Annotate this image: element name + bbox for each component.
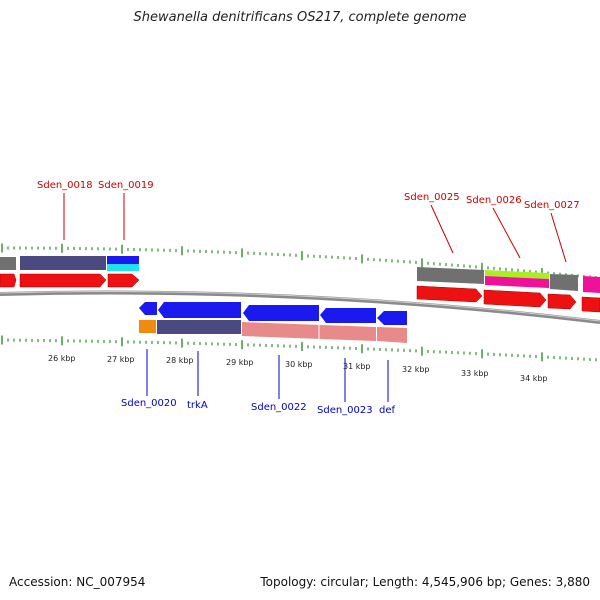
scale-label: 28 kbp <box>166 356 194 365</box>
accession-text: Accession: NC_007954 <box>9 575 146 589</box>
gene-arrow-blue <box>243 305 319 321</box>
genome-backbone-highlight <box>0 291 600 322</box>
gene-label-sden-0020[interactable]: Sden_0020 <box>121 398 177 409</box>
gene-label-leader <box>430 204 454 254</box>
feature-band-grey <box>417 267 484 284</box>
gene-label-sden-0027[interactable]: Sden_0027 <box>524 200 580 211</box>
gene-label-sden-0019[interactable]: Sden_0019 <box>98 180 154 191</box>
genome-backbone <box>0 290 600 324</box>
gene-arrow-red <box>416 285 483 303</box>
feature-band-pink <box>377 327 407 343</box>
gene-arrow-red <box>19 273 107 288</box>
gene-label-sden-0018[interactable]: Sden_0018 <box>37 180 93 191</box>
gene-arrow-blue <box>377 311 407 325</box>
gene-label-trka[interactable]: trkA <box>187 400 208 411</box>
gene-arrow-red <box>581 296 600 313</box>
topology-text: Topology: circular; Length: 4,545,906 bp… <box>260 575 590 589</box>
feature-band-blue-top <box>107 256 139 264</box>
feature-band-grey <box>550 274 578 291</box>
scale-label: 27 kbp <box>107 355 135 364</box>
gene-label-leader <box>550 212 567 263</box>
gene-arrow-red <box>547 293 577 310</box>
gene-label-sden-0025[interactable]: Sden_0025 <box>404 192 460 203</box>
feature-band-purple <box>20 256 106 270</box>
gene-arrow-red <box>483 289 547 308</box>
scale-label: 26 kbp <box>48 354 76 363</box>
feature-band-purple <box>157 320 241 334</box>
gene-label-leader <box>492 207 521 259</box>
tick-row-bottom <box>1 335 597 362</box>
gene-label-sden-0022[interactable]: Sden_0022 <box>251 402 307 413</box>
scale-label: 29 kbp <box>226 358 254 367</box>
feature-band-cyan <box>107 264 139 271</box>
gene-label-sden-0023[interactable]: Sden_0023 <box>317 405 373 416</box>
gene-arrow-blue <box>139 302 157 315</box>
scale-label: 31 kbp <box>343 362 371 371</box>
feature-band-magenta <box>583 276 600 293</box>
feature-band-orange <box>139 320 156 333</box>
gene-arrow-blue <box>158 302 241 318</box>
map-title: Shewanella denitrificans OS217, complete… <box>133 10 467 25</box>
feature-band-pink <box>242 322 376 341</box>
feature-band-magenta <box>485 276 549 288</box>
gene-arrow-blue <box>320 308 376 323</box>
scale-label: 33 kbp <box>461 369 489 378</box>
scale-label: 30 kbp <box>285 360 313 369</box>
gene-label-def[interactable]: def <box>379 405 396 416</box>
gene-arrow-red <box>0 273 17 288</box>
scale-label: 32 kbp <box>402 365 430 374</box>
gene-label-sden-0026[interactable]: Sden_0026 <box>466 195 522 206</box>
scale-label: 34 kbp <box>520 374 548 383</box>
feature-band-grey <box>0 257 16 270</box>
gene-arrow-red <box>107 273 140 288</box>
